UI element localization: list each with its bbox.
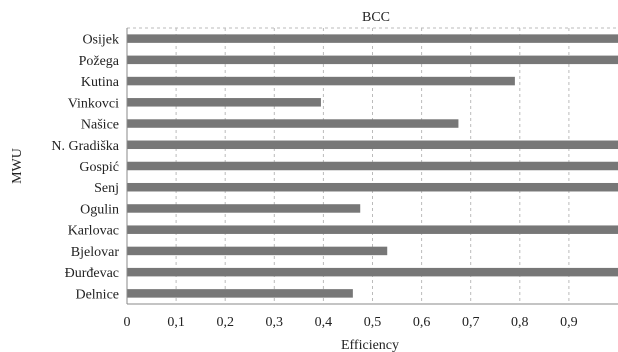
category-label: N. Gradiška bbox=[51, 139, 119, 154]
category-label: Osijek bbox=[82, 33, 119, 48]
bars bbox=[127, 34, 618, 298]
category-label: Kutina bbox=[81, 75, 120, 90]
x-tick-label: 0,9 bbox=[560, 315, 578, 330]
x-tick-label: 0,5 bbox=[364, 315, 382, 330]
y-axis-label: MWU bbox=[10, 148, 25, 184]
bar bbox=[127, 182, 618, 192]
category-label: Karlovac bbox=[68, 224, 119, 239]
category-label: Ogulin bbox=[80, 202, 119, 217]
bar bbox=[127, 119, 459, 128]
category-label: Našice bbox=[81, 118, 119, 133]
bar bbox=[127, 246, 388, 256]
category-label: Senj bbox=[94, 181, 119, 196]
category-label: Gospić bbox=[79, 160, 119, 175]
category-label: Bjelovar bbox=[71, 245, 120, 260]
x-tick-label: 0,4 bbox=[315, 315, 333, 330]
bar bbox=[127, 225, 618, 234]
bar bbox=[127, 267, 618, 277]
bar bbox=[127, 98, 321, 107]
bar bbox=[127, 76, 515, 86]
category-labels: Osijek Požega Kutina Vinkovci Našice N. Gradi… bbox=[51, 33, 119, 303]
category-label: Vinkovci bbox=[68, 96, 119, 111]
category-label: Delnice bbox=[75, 287, 119, 302]
x-tick-label: 0,7 bbox=[462, 315, 480, 330]
bar bbox=[127, 34, 618, 43]
bar bbox=[127, 140, 618, 150]
bar bbox=[127, 289, 353, 298]
bar bbox=[127, 55, 618, 65]
chart-title: BCC bbox=[362, 10, 390, 25]
x-tick-labels: 0 0,1 0,2 0,3 0,4 0,5 0,6 0,7 0,8 0,9 bbox=[124, 315, 578, 330]
category-label: Požega bbox=[79, 54, 120, 69]
x-tick-label: 0,1 bbox=[167, 315, 185, 330]
x-tick-label: 0,2 bbox=[216, 315, 234, 330]
category-label: Đurđevac bbox=[65, 266, 119, 281]
x-tick-label: 0 bbox=[124, 315, 131, 330]
x-axis-label: Efficiency bbox=[341, 338, 399, 352]
x-tick-label: 0,3 bbox=[266, 315, 284, 330]
x-tick-label: 0,8 bbox=[511, 315, 529, 330]
bar bbox=[127, 161, 618, 171]
bar bbox=[127, 204, 361, 213]
x-tick-label: 0,6 bbox=[413, 315, 431, 330]
